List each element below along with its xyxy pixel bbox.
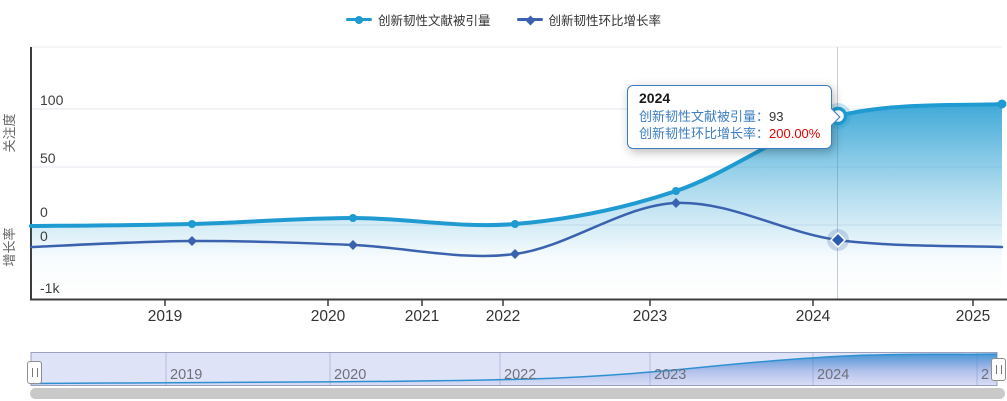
dz-label-2023: 2023 bbox=[654, 367, 686, 383]
y2-tick-neg1k: -1k bbox=[40, 280, 60, 296]
tooltip: 2024 创新韧性文献被引量：93 创新韧性环比增长率：200.00% bbox=[627, 85, 841, 149]
drag-grip-icon bbox=[995, 365, 1002, 374]
dz-label-2024: 2024 bbox=[817, 367, 849, 383]
dz-label-2020: 2020 bbox=[334, 367, 366, 383]
datazoom-right-handle[interactable] bbox=[991, 358, 1006, 381]
legend-item-growth[interactable]: 创新韧性环比增长率 bbox=[516, 10, 662, 29]
x-axis-ticks bbox=[164, 300, 974, 306]
dz-label-2022: 2022 bbox=[504, 367, 536, 383]
line-dot-icon bbox=[345, 13, 372, 27]
y-tick-50: 50 bbox=[40, 150, 56, 166]
legend-item-citations[interactable]: 创新韧性文献被引量 bbox=[345, 10, 491, 29]
tooltip-row-citations: 创新韧性文献被引量：93 bbox=[639, 108, 820, 126]
y-tick-0: 0 bbox=[40, 204, 48, 220]
x-tick-2020: 2020 bbox=[311, 308, 346, 325]
y-axis-name-attention: 关注度 bbox=[2, 113, 17, 152]
x-tick-2019: 2019 bbox=[148, 308, 182, 325]
x-tick-2023: 2023 bbox=[633, 308, 667, 325]
tooltip-label: 创新韧性环比增长率： bbox=[639, 126, 770, 141]
tooltip-value: 93 bbox=[769, 108, 784, 124]
x-tick-2022: 2022 bbox=[486, 308, 520, 325]
series-citations-area bbox=[31, 104, 1002, 298]
highlight-point-growth[interactable] bbox=[827, 229, 849, 251]
datazoom-preview-line bbox=[30, 353, 998, 385]
drag-grip-icon bbox=[31, 368, 38, 377]
x-tick-2021: 2021 bbox=[405, 308, 439, 325]
tooltip-row-growth: 创新韧性环比增长率：200.00% bbox=[639, 125, 820, 143]
legend-item-label: 创新韧性环比增长率 bbox=[548, 14, 662, 28]
datazoom-left-handle[interactable] bbox=[27, 361, 42, 384]
x-tick-2025: 2025 bbox=[956, 308, 990, 325]
legend-item-label: 创新韧性文献被引量 bbox=[377, 14, 491, 28]
y-axis-name-growth: 增长率 bbox=[2, 227, 17, 266]
tooltip-value: 200.00% bbox=[769, 126, 821, 141]
dz-label-2019: 2019 bbox=[170, 367, 202, 383]
series-growth-points bbox=[187, 198, 681, 259]
y-tick-100: 100 bbox=[40, 92, 64, 108]
line-diamond-icon bbox=[516, 13, 543, 27]
horizontal-scrollbar[interactable] bbox=[30, 388, 1005, 399]
tooltip-title: 2024 bbox=[639, 90, 671, 106]
legend: 创新韧性文献被引量 创新韧性环比增长率 bbox=[0, 10, 1007, 29]
tooltip-label: 创新韧性文献被引量： bbox=[639, 108, 770, 124]
x-tick-2024: 2024 bbox=[796, 308, 831, 325]
y2-tick-0: 0 bbox=[40, 228, 48, 244]
datazoom-preview-area bbox=[31, 354, 997, 385]
series-citations-points bbox=[188, 99, 1007, 228]
